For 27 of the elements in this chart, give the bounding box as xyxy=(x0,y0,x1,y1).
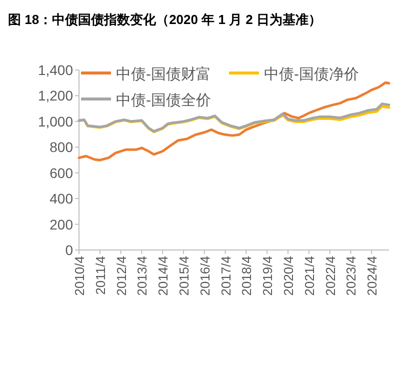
x-tick-label: 2018/4 xyxy=(239,256,254,296)
legend-label: 中债-国债净价 xyxy=(264,66,359,83)
y-tick-label: 600 xyxy=(50,164,74,181)
x-tick-label: 2020/4 xyxy=(280,256,296,296)
x-tick-label: 2010/4 xyxy=(72,256,87,296)
x-tick-label: 2013/4 xyxy=(134,256,150,296)
y-tick-label: 800 xyxy=(50,139,74,156)
legend-label: 中债-国债全价 xyxy=(116,92,211,109)
y-tick-label: 1,200 xyxy=(38,88,74,104)
y-tick-label: 1,000 xyxy=(38,113,74,130)
y-tick-label: 0 xyxy=(65,242,74,258)
y-tick-label: 1,400 xyxy=(38,62,74,78)
x-tick-label: 2022/4 xyxy=(322,256,338,296)
x-tick-label: 2011/4 xyxy=(92,256,108,295)
legend-label: 中债-国债财富 xyxy=(116,66,211,83)
x-tick-label: 2015/4 xyxy=(176,256,192,296)
x-tick-label: 2014/4 xyxy=(156,256,171,296)
x-tick-label: 2012/4 xyxy=(114,256,129,296)
x-tick-label: 2023/4 xyxy=(344,256,359,296)
x-tick-label: 2024/4 xyxy=(364,256,380,296)
y-tick-label: 200 xyxy=(50,216,74,232)
y-tick-label: 400 xyxy=(50,190,74,207)
x-tick-label: 2021/4 xyxy=(302,256,317,296)
chart-title: 图 18：中债国债指数变化（2020 年 1 月 2 日为基准） xyxy=(8,12,322,27)
x-tick-label: 2019/4 xyxy=(260,256,276,296)
x-tick-label: 2017/4 xyxy=(218,256,234,296)
x-tick-label: 2016/4 xyxy=(197,256,212,296)
